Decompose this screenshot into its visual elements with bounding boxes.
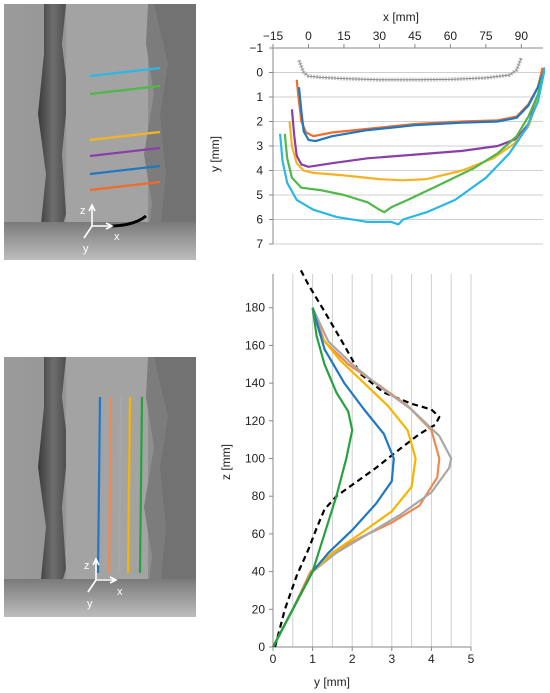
x-tick-label: 75 (479, 29, 493, 43)
y-tick-label: 40 (252, 565, 266, 579)
series-line (272, 307, 417, 648)
section-line (89, 130, 161, 142)
series-line (290, 67, 545, 168)
axis-label-x: x (114, 231, 120, 243)
y-tick-label: 80 (252, 489, 266, 503)
y-tick-label: 60 (252, 527, 266, 541)
y-tick-label: 120 (245, 414, 265, 428)
y-tick-label: 0 (256, 66, 263, 80)
y-tick-label: 0 (258, 640, 265, 654)
rough-surface (154, 4, 196, 234)
x-tick-label: 30 (373, 29, 387, 43)
section-lines (96, 396, 144, 574)
axis-label-y: y (83, 243, 89, 255)
section-line (89, 164, 161, 176)
section-lines (89, 66, 161, 192)
series-line-center (298, 57, 522, 81)
y-tick-label: 180 (245, 301, 265, 315)
series-line (272, 307, 441, 648)
section-line (89, 180, 161, 192)
axis-triad (83, 203, 114, 239)
floor-surface (4, 579, 196, 617)
y-tick-label: 2 (256, 115, 263, 129)
groove-floor (66, 357, 148, 589)
section-line (138, 396, 144, 574)
axes (269, 44, 543, 245)
series-line (297, 67, 545, 143)
x-tick-label: 15 (337, 29, 351, 43)
x-tick-label: 60 (444, 29, 458, 43)
floor-surface (4, 222, 196, 260)
section-line (96, 396, 102, 574)
x-tick-label: 90 (515, 29, 529, 43)
chart-profile-yz: 0 20 40 60 80 100 120 140 160 180 0 1 2 3 4 5 y [mm] z … (219, 270, 475, 689)
x-tick-label: 2 (349, 652, 356, 666)
y-tick-label: 5 (256, 188, 263, 202)
photo-top: z x y (4, 4, 196, 260)
x-tick-label: −15 (263, 29, 284, 43)
x-tick-label: 0 (305, 29, 312, 43)
series-line (272, 307, 354, 648)
series-line-dashed (273, 270, 441, 648)
tick-labels: 0 20 40 60 80 100 120 140 160 180 0 1 2 3 4 5 (245, 301, 475, 666)
y-tick-label: 4 (256, 164, 263, 178)
photo-bottom: z x y (4, 357, 196, 617)
y-axis-label: z [mm] (219, 444, 233, 480)
x-axis-label: y [mm] (314, 675, 350, 689)
x-tick-label: 0 (270, 652, 277, 666)
groove-floor (66, 4, 148, 234)
axis-label-x: x (117, 586, 123, 598)
series-line-marked (297, 57, 524, 82)
y-tick-label: 1 (256, 90, 263, 104)
section-line (89, 146, 161, 158)
rough-surface (154, 357, 196, 589)
axis-label-z: z (84, 560, 90, 572)
grid (292, 274, 472, 647)
x-tick-label: 3 (388, 652, 395, 666)
axes (269, 274, 472, 651)
section-line (89, 84, 161, 96)
y-axis-label: y [mm] (208, 136, 222, 172)
y-tick-label: 20 (252, 602, 266, 616)
x-tick-label: 4 (428, 652, 435, 666)
series-group (272, 270, 453, 648)
x-tick-label: 45 (408, 29, 422, 43)
x-tick-label: 5 (468, 652, 475, 666)
groove-left (38, 357, 68, 589)
section-line (107, 396, 113, 574)
y-tick-label: 6 (256, 213, 263, 227)
series-line (279, 67, 545, 226)
series-group (279, 57, 545, 226)
section-line (89, 66, 161, 78)
groove-left (38, 4, 68, 234)
y-tick-label: 100 (245, 452, 265, 466)
section-line (117, 396, 123, 574)
y-tick-label: 160 (245, 338, 265, 352)
series-line (272, 307, 395, 648)
axis-label-y: y (87, 598, 93, 610)
y-tick-label: 3 (256, 139, 263, 153)
y-tick-label: 7 (256, 237, 263, 251)
axis-label-z: z (80, 205, 86, 217)
y-tick-label: 140 (245, 376, 265, 390)
x-tick-label: 1 (309, 652, 316, 666)
axis-triad (87, 557, 118, 593)
section-line (126, 396, 132, 574)
series-line (283, 67, 545, 214)
y-tick-label: −1 (249, 41, 263, 55)
x-axis-label: x [mm] (383, 10, 419, 24)
